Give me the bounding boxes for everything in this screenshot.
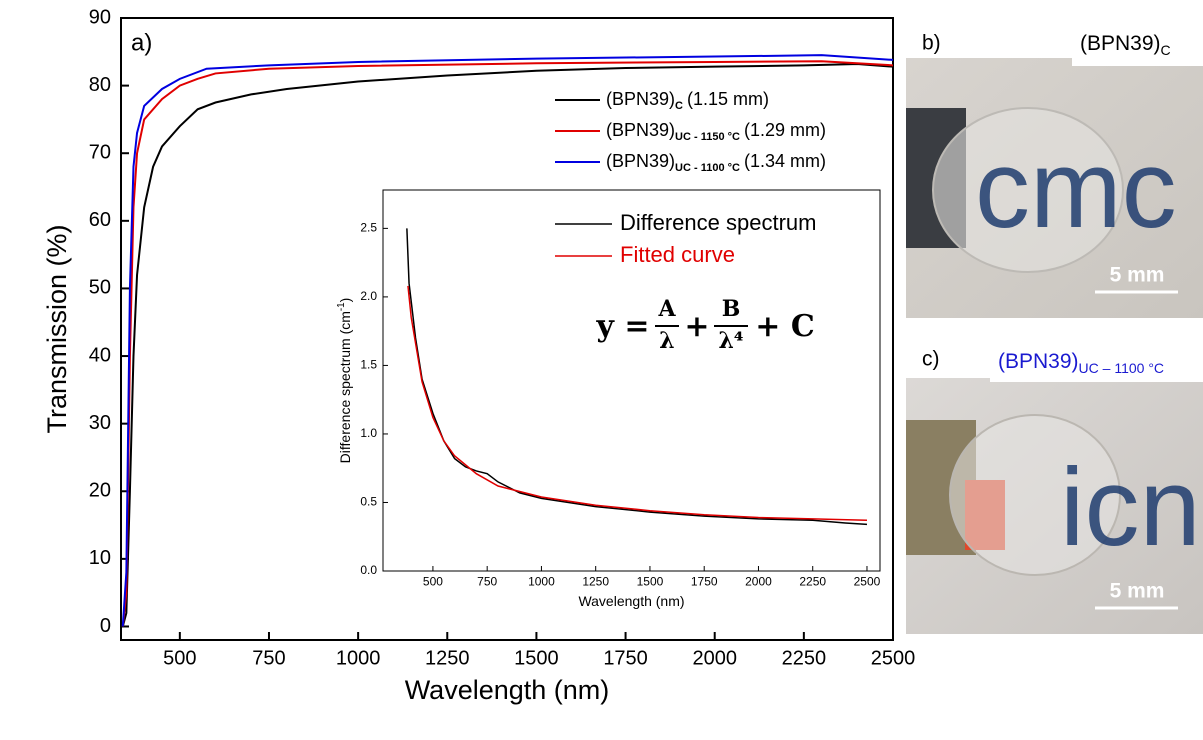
y-axis-title: Transmission (%) xyxy=(42,224,72,433)
y-tick-label: 20 xyxy=(89,480,111,502)
x-tick-label: 1250 xyxy=(425,647,470,669)
y-tick-label: 10 xyxy=(89,547,111,569)
y-tick-label: 0.0 xyxy=(360,563,377,577)
photo-title: (BPN39)UC – 1100 °C xyxy=(998,350,1164,376)
x-tick-label: 1750 xyxy=(603,647,648,669)
x-tick-label: 750 xyxy=(252,647,285,669)
legend-label: Difference spectrum xyxy=(620,210,816,235)
photo-subscript: UC – 1100 °C xyxy=(1079,360,1165,376)
data-line xyxy=(406,228,868,526)
x-tick-label: 500 xyxy=(163,647,196,669)
sample-disk xyxy=(932,107,1124,273)
sample-disk xyxy=(949,414,1121,576)
photo-name: (BPN39) xyxy=(998,350,1079,373)
legend-thickness: (1.29 mm) xyxy=(744,120,826,140)
data-line xyxy=(121,60,894,627)
equation-lhs: y = xyxy=(595,309,649,344)
equation-num: B xyxy=(722,296,741,322)
x-tick-label: 750 xyxy=(477,575,497,589)
x-axis-title: Wavelength (nm) xyxy=(405,675,610,705)
photo-title: (BPN39)C xyxy=(1080,32,1171,58)
scale-label: 5 mm xyxy=(1110,580,1165,603)
equation-const: + C xyxy=(755,309,814,344)
label-box xyxy=(906,30,1021,56)
x-tick-label: 1250 xyxy=(582,575,609,589)
y-tick-label: 2.5 xyxy=(360,221,377,235)
label-box xyxy=(990,346,1203,382)
panel-label: b) xyxy=(922,32,941,55)
photo-subscript: C xyxy=(1161,42,1171,58)
legend-name: (BPN39) xyxy=(606,120,675,140)
legend-label: Fitted curve xyxy=(620,242,735,267)
label-box xyxy=(1072,30,1203,66)
legend-label: (BPN39)UC - 1150 °C (1.29 mm) xyxy=(606,120,826,143)
x-tick-label: 2500 xyxy=(871,647,916,669)
x-axis-title: Wavelength (nm) xyxy=(578,593,684,609)
y-tick-label: 90 xyxy=(89,6,111,28)
x-tick-label: 1750 xyxy=(691,575,718,589)
legend-label: (BPN39)C (1.15 mm) xyxy=(606,89,769,112)
x-tick-label: 2000 xyxy=(745,575,772,589)
legend-thickness: (1.15 mm) xyxy=(687,89,769,109)
photo-print: cmc xyxy=(975,128,1177,251)
y-tick-label: 80 xyxy=(89,74,111,96)
data-line xyxy=(121,62,894,627)
photo-name: (BPN39) xyxy=(1080,32,1161,55)
y-tick-label: 0 xyxy=(100,615,111,637)
x-tick-label: 1000 xyxy=(336,647,381,669)
legend-subscript: C xyxy=(675,100,683,112)
y-axis-title-text: Difference spectrum (cm xyxy=(337,311,353,463)
x-tick-label: 2000 xyxy=(692,647,737,669)
equation-plus: + xyxy=(684,309,709,344)
y-tick-label: 1.0 xyxy=(360,426,377,440)
scale-label: 5 mm xyxy=(1110,264,1165,287)
equation-den: λ⁴ xyxy=(718,328,743,354)
x-tick-label: 2500 xyxy=(854,575,881,589)
y-tick-label: 70 xyxy=(89,141,111,163)
equation-den: λ xyxy=(659,328,674,354)
y-tick-label: 1.5 xyxy=(360,358,377,372)
panel-label: c) xyxy=(922,348,940,371)
y-axis-title-end: ) xyxy=(337,298,353,303)
data-line xyxy=(407,285,867,522)
panel-label: a) xyxy=(131,29,152,56)
x-tick-label: 2250 xyxy=(799,575,826,589)
legend-label: (BPN39)UC - 1100 °C (1.34 mm) xyxy=(606,151,826,174)
x-tick-label: 500 xyxy=(423,575,443,589)
plot-frame xyxy=(382,189,881,572)
y-tick-label: 50 xyxy=(89,277,111,299)
y-axis-title-text: Transmission (%) xyxy=(42,224,72,433)
y-tick-label: 0.5 xyxy=(360,495,377,509)
legend-name: (BPN39) xyxy=(606,151,675,171)
x-tick-label: 1500 xyxy=(637,575,664,589)
y-tick-label: 60 xyxy=(89,209,111,231)
y-tick-label: 40 xyxy=(89,344,111,366)
y-tick-label: 30 xyxy=(89,412,111,434)
legend-thickness: (1.34 mm) xyxy=(744,151,826,171)
y-axis-title-sup: -1 xyxy=(335,302,346,311)
legend-name: (BPN39) xyxy=(606,89,675,109)
photo-print: icn xyxy=(1060,446,1201,569)
equation-num: A xyxy=(657,296,676,322)
x-tick-label: 1500 xyxy=(514,647,559,669)
y-tick-label: 2.0 xyxy=(360,289,377,303)
y-axis-title: Difference spectrum (cm-1) xyxy=(335,298,352,464)
legend-subscript: UC - 1100 °C xyxy=(675,162,740,174)
x-tick-label: 1000 xyxy=(528,575,555,589)
data-line xyxy=(121,54,894,627)
photos xyxy=(906,30,1203,634)
legend-subscript: UC - 1150 °C xyxy=(675,131,740,143)
plot: 500 750 1000 1250 1500 1750 2000 2250 2500 0.0 0.5… xyxy=(335,189,881,609)
x-tick-label: 2250 xyxy=(782,647,827,669)
